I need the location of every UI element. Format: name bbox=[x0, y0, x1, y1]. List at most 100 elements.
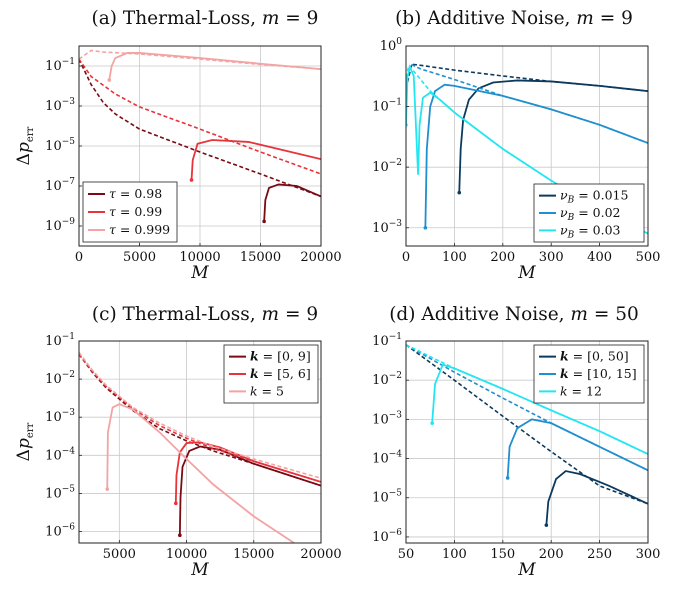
panel-title: (d) Additive Noise, m = 50 bbox=[389, 304, 639, 325]
series-1 bbox=[406, 63, 648, 195]
y-tick-label: 10−5 bbox=[45, 137, 75, 154]
series-start-point bbox=[430, 421, 434, 425]
series-2 bbox=[79, 58, 321, 182]
y-tick-label: 10−1 bbox=[372, 332, 402, 349]
series-1 bbox=[406, 344, 648, 527]
series-3 bbox=[79, 351, 321, 543]
panel-a: 0 5000 10000 15000 20000 10−9 10−7 10−5 10−3 10−1… bbox=[14, 8, 342, 283]
series-start-point bbox=[178, 533, 182, 538]
x-tick-label: 15000 bbox=[233, 547, 274, 562]
series-dashed-line bbox=[406, 63, 648, 92]
legend-entry: k = [0, 9] bbox=[250, 349, 311, 364]
series-start-point bbox=[189, 178, 194, 182]
y-tick-label: 10−2 bbox=[45, 370, 75, 387]
y-tick-label: 10−3 bbox=[45, 408, 75, 425]
panel-title: (b) Additive Noise, m = 9 bbox=[395, 8, 633, 29]
x-tick-label: 10000 bbox=[179, 250, 220, 265]
y-tick-label: 10−7 bbox=[45, 177, 75, 194]
series-solid-line bbox=[178, 445, 321, 536]
series-start-point bbox=[105, 487, 110, 491]
panel-b: 0 100 200 300 400 500 10−3 10−2 10−1 100 (b) Addit… bbox=[372, 8, 660, 283]
y-tick-label: 10−3 bbox=[45, 97, 75, 114]
x-tick-label: 15000 bbox=[240, 250, 281, 265]
series-1 bbox=[79, 58, 321, 224]
plot-frame bbox=[78, 340, 322, 544]
y-tick-label: 10−2 bbox=[372, 371, 402, 388]
x-tick-label: 0 bbox=[402, 250, 410, 265]
x-tick-label: 300 bbox=[539, 250, 564, 265]
y-tick-label: 10−3 bbox=[372, 219, 402, 236]
series-start-point bbox=[544, 523, 549, 527]
series-solid-line bbox=[108, 52, 321, 81]
y-axis-label: Δperr bbox=[14, 126, 36, 165]
series-solid-line bbox=[406, 64, 648, 235]
y-tick-label: 10−1 bbox=[372, 98, 402, 115]
legend-entry: νB = 0.015 bbox=[560, 188, 628, 206]
series-solid-line bbox=[458, 79, 648, 193]
series-solid-line bbox=[545, 470, 648, 526]
panel-title: (a) Thermal-Loss, m = 9 bbox=[92, 8, 319, 29]
x-tick-label: 20000 bbox=[300, 250, 341, 265]
y-tick-label: 10−2 bbox=[372, 158, 402, 175]
series-dashed-line bbox=[79, 58, 321, 175]
legend-entry: k = [10, 15] bbox=[560, 366, 637, 381]
x-tick-label: 100 bbox=[442, 547, 467, 562]
series-dashed-line bbox=[406, 63, 648, 144]
y-tick-label: 10−3 bbox=[372, 410, 402, 427]
y-tick-label: 10−5 bbox=[45, 484, 75, 501]
series-3 bbox=[79, 49, 321, 82]
x-tick-label: 500 bbox=[636, 250, 661, 265]
x-axis-label: M bbox=[517, 263, 536, 283]
series-start-point bbox=[457, 190, 462, 195]
series-2 bbox=[406, 344, 648, 480]
y-tick-label: 10−4 bbox=[45, 446, 75, 463]
x-tick-label: 300 bbox=[636, 547, 661, 562]
series-start-point bbox=[174, 501, 178, 506]
plot-frame bbox=[405, 340, 649, 544]
y-tick-label: 10−6 bbox=[372, 528, 402, 545]
x-axis-label: M bbox=[190, 560, 209, 580]
x-tick-label: 200 bbox=[539, 547, 564, 562]
y-tick-label: 10−9 bbox=[45, 217, 75, 234]
legend-entry: k = 12 bbox=[560, 383, 602, 398]
legend-entry: τ = 0.999 bbox=[109, 222, 170, 237]
x-tick-label: 20000 bbox=[300, 547, 341, 562]
y-tick-label: 10−5 bbox=[372, 489, 402, 506]
y-tick-label: 10−1 bbox=[45, 57, 75, 74]
legend-entry: k = [5, 6] bbox=[250, 366, 311, 381]
x-tick-label: 10000 bbox=[166, 547, 207, 562]
legend: k = [0, 9] k = [5, 6] k = 5 bbox=[223, 344, 319, 404]
series-dashed-line bbox=[79, 351, 321, 480]
series-solid-line bbox=[263, 183, 321, 222]
x-tick-label: 5000 bbox=[123, 250, 156, 265]
legend: τ = 0.98 τ = 0.99 τ = 0.999 bbox=[82, 181, 178, 243]
x-axis-label: M bbox=[517, 560, 536, 580]
legend-entry: νB = 0.02 bbox=[560, 205, 621, 223]
legend-entry: k = 5 bbox=[250, 383, 284, 398]
x-tick-label: 5000 bbox=[103, 547, 136, 562]
panel-c: 5000 10000 15000 20000 10−6 10−5 10−4 10−3 10−2 1… bbox=[14, 304, 342, 580]
series-solid-line bbox=[431, 363, 648, 455]
x-tick-label: 400 bbox=[587, 250, 612, 265]
plot-frame bbox=[405, 45, 649, 247]
y-tick-label: 10−6 bbox=[45, 523, 75, 540]
legend-entry: τ = 0.98 bbox=[109, 186, 162, 201]
series-solid-line bbox=[190, 139, 321, 181]
series-3 bbox=[406, 344, 648, 455]
series-solid-line bbox=[174, 441, 321, 504]
panel-title: (c) Thermal-Loss, m = 9 bbox=[92, 304, 318, 325]
x-tick-label: 150 bbox=[490, 547, 515, 562]
y-tick-label: 100 bbox=[380, 37, 403, 54]
series-start-point bbox=[107, 78, 112, 82]
x-tick-label: 100 bbox=[442, 250, 467, 265]
x-tick-label: 50 bbox=[398, 547, 415, 562]
series-start-point bbox=[423, 225, 428, 230]
x-axis-label: M bbox=[190, 263, 209, 283]
y-axis-label: Δperr bbox=[14, 422, 36, 461]
series-dashed-line bbox=[406, 344, 648, 505]
series-start-point bbox=[505, 476, 510, 480]
legend-entry: k = [0, 50] bbox=[560, 349, 629, 364]
y-tick-label: 10−1 bbox=[45, 332, 75, 349]
x-tick-label: 250 bbox=[587, 547, 612, 562]
